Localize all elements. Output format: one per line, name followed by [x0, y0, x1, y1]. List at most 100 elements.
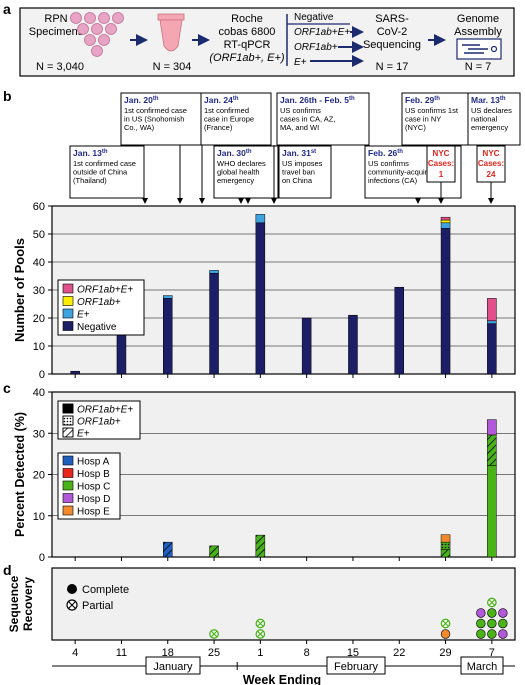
point-partial-x2 — [256, 620, 264, 627]
event-date-sup: th — [153, 96, 159, 102]
event-line: outside of China — [73, 168, 128, 177]
bar-hatch — [255, 535, 265, 557]
event-line: case in NY — [405, 115, 441, 124]
legend-label-b: ORF1ab+E+ — [77, 285, 133, 296]
event-line: 1st confirmed case — [124, 106, 187, 115]
ytick-label-c: 40 — [33, 387, 45, 399]
bar-orf1ab- — [440, 219, 451, 224]
bar-negative — [394, 286, 404, 375]
bar-hatch — [209, 545, 219, 557]
bar-negative — [70, 370, 80, 375]
event-line: (Thailand) — [73, 176, 107, 185]
event-box-frame — [467, 92, 521, 146]
tube-icon — [157, 13, 185, 52]
legend-complete-label: Complete — [82, 584, 129, 596]
month-label: January — [153, 661, 193, 673]
bar-e- — [440, 222, 451, 229]
result-e: E+ — [294, 57, 307, 68]
xtick-label: 1 — [257, 647, 263, 659]
legend-result-c: ORF1ab+E+ORF1ab+E+ — [57, 400, 141, 440]
event-line: MA, and WI — [280, 123, 319, 132]
bar-e- — [487, 320, 497, 324]
point-complete — [498, 629, 508, 639]
event-line: (NYC) — [405, 123, 426, 132]
legend-partial-icon — [66, 599, 78, 611]
legend-label-b: E+ — [77, 310, 90, 321]
pcr-line-1: Roche — [231, 13, 263, 25]
point-complete — [476, 618, 486, 629]
event-line: (France) — [204, 123, 233, 132]
seq-line-1: SARS- — [375, 13, 409, 25]
bar-e- — [209, 270, 219, 274]
bar-hatch — [163, 542, 173, 557]
ytick-label-b: 60 — [33, 201, 45, 213]
bar-negative — [163, 298, 173, 375]
bar-negative — [255, 222, 266, 375]
legend-label-hosp: Hosp E — [77, 507, 110, 518]
point-partial — [209, 629, 219, 639]
pcr-line-3: RT-qPCR — [224, 39, 271, 51]
event-date: Jan. 13th — [73, 148, 108, 158]
event-date-sup: th — [397, 149, 403, 155]
event-date: Jan. 24th — [204, 95, 239, 105]
bar-negative — [487, 323, 497, 375]
nyc-label: NYC — [483, 149, 500, 158]
specimen-circle — [98, 34, 110, 46]
nyc-cases-frame — [426, 145, 456, 183]
bar-dots — [441, 542, 451, 550]
event-date-sup: th — [434, 96, 440, 102]
ytick-label-b: 30 — [33, 285, 45, 297]
ytick-label-b: 40 — [33, 257, 45, 269]
event-box-frame — [200, 92, 272, 146]
panel-a-label: a — [3, 1, 11, 17]
event-line: cases in CA, AZ, — [280, 115, 335, 124]
plot-area-d — [51, 567, 516, 641]
event-line: infections (CA) — [368, 176, 418, 185]
genome-line-1: Genome — [457, 13, 499, 25]
seq-count: N = 17 — [376, 61, 409, 73]
event-line: emergency — [471, 123, 508, 132]
event-line: US confirms — [280, 106, 321, 115]
point-complete — [487, 629, 497, 639]
legend-swatch-hosp — [62, 480, 74, 491]
event-box-frame — [401, 92, 477, 146]
month-box — [460, 656, 504, 675]
ylabel-c: Percent Detected (%) — [13, 412, 27, 537]
event-date-sup: th — [233, 96, 239, 102]
event-date-sup: th — [500, 96, 506, 102]
partial-x2 — [68, 601, 76, 609]
pools-count: N = 304 — [153, 61, 192, 73]
panel-c-label: c — [3, 380, 11, 396]
specimens-label-2: Specimens — [29, 26, 84, 38]
bar-e- — [163, 295, 173, 299]
point-complete — [476, 608, 486, 618]
ytick-label-b: 10 — [33, 341, 45, 353]
specimen-circle — [84, 34, 96, 46]
ytick-label-b: 0 — [39, 369, 45, 381]
ytick-label-c: 30 — [33, 428, 45, 440]
event-line: WHO declares — [217, 159, 266, 168]
bar-hosp-e — [440, 534, 451, 543]
legend-label-hosp: Hosp A — [77, 457, 110, 468]
ylabel-d-1: Sequence — [7, 575, 21, 632]
legend-swatch-c — [62, 427, 74, 438]
event-line: US confirms — [368, 159, 409, 168]
nyc-cases-frame — [476, 145, 506, 183]
genome-count: N = 7 — [465, 61, 492, 73]
legend-label-hosp: Hosp D — [77, 494, 110, 505]
legend-swatch-b — [62, 308, 74, 319]
event-box-frame — [69, 145, 145, 199]
event-line: travel ban — [282, 168, 315, 177]
specimens-count: N = 3,040 — [36, 61, 84, 73]
specimen-circles-icon — [70, 12, 124, 57]
bar-orf1ab-e- — [440, 216, 451, 221]
legend-swatch-hosp — [62, 468, 74, 478]
point-complete — [440, 629, 451, 639]
month-box — [326, 656, 386, 675]
event-date-sup: th — [246, 149, 252, 155]
event-line: 1st confirmed — [204, 106, 249, 115]
